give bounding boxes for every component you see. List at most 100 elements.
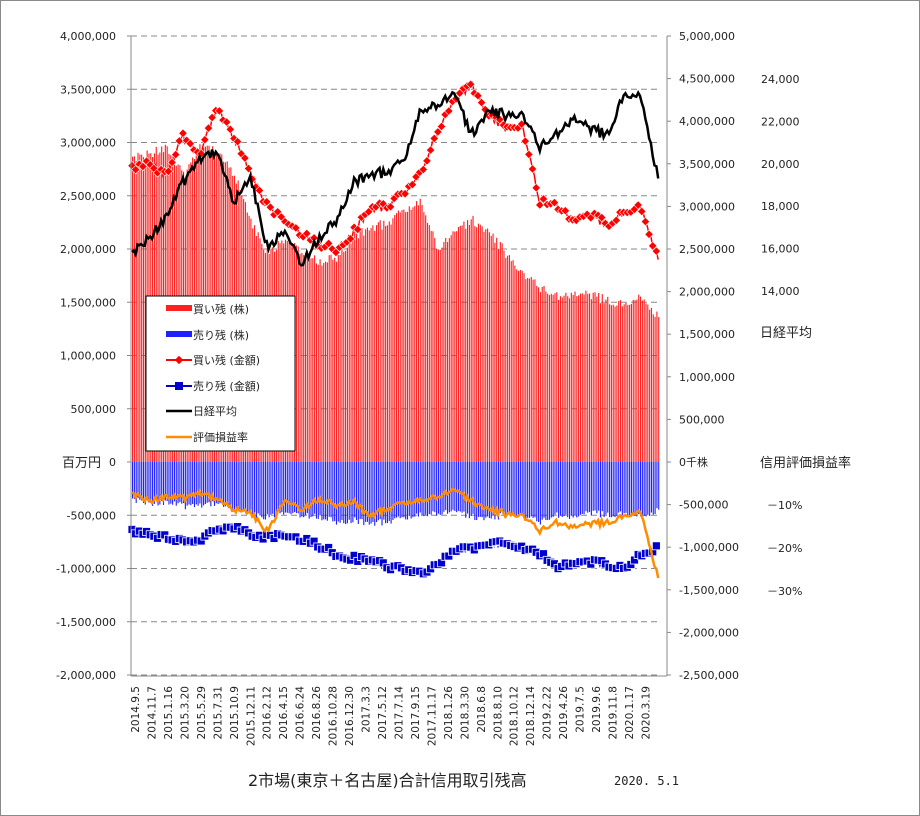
- buy-shares-bar: [416, 201, 418, 463]
- sell-shares-bar: [348, 462, 350, 520]
- sell-shares-bar: [632, 462, 634, 515]
- sell-shares-bar: [192, 462, 194, 505]
- sell-shares-bar: [629, 462, 631, 516]
- buy-shares-bar: [594, 292, 596, 462]
- sell-shares-bar: [578, 462, 580, 517]
- buy-shares-bar: [548, 295, 551, 462]
- buy-shares-bar: [370, 228, 372, 462]
- sell-shares-bar: [319, 462, 321, 516]
- sell-shares-bar: [228, 462, 230, 509]
- sell-shares-bar: [514, 462, 516, 517]
- sell-shares-bar: [630, 462, 632, 517]
- buy-shares-bar: [299, 253, 301, 462]
- buy-amount-marker: [262, 197, 272, 207]
- sell-shares-bar: [281, 462, 283, 513]
- buy-shares-bar: [345, 250, 347, 462]
- buy-shares-bar: [139, 154, 141, 462]
- rate-tick-label: －20%: [767, 542, 802, 555]
- buy-shares-bar: [381, 229, 383, 462]
- sell-shares-bar: [334, 462, 336, 522]
- buy-shares-bar: [392, 218, 394, 462]
- sell-shares-bar: [521, 462, 523, 515]
- buy-amount-marker: [527, 164, 538, 174]
- x-tick-label: 2015.3.20: [179, 686, 191, 739]
- buy-shares-bar: [579, 293, 582, 462]
- sell-shares-bar: [596, 462, 598, 514]
- sell-shares-bar: [275, 462, 277, 517]
- sell-shares-bar: [550, 462, 552, 518]
- axes: [127, 35, 671, 677]
- x-tick-label: 2017.11.17: [426, 686, 438, 746]
- buy-shares-bar: [481, 226, 483, 462]
- sell-shares-bar: [456, 462, 458, 513]
- buy-shares-bar: [618, 301, 620, 462]
- sell-shares-bar: [479, 462, 481, 517]
- legend-label: 売り残 (金額): [193, 379, 260, 393]
- sell-shares-bar: [390, 462, 392, 524]
- sell-shares-bar: [284, 462, 287, 513]
- sell-shares-bar: [558, 462, 560, 518]
- buy-shares-bar: [428, 225, 430, 462]
- sell-shares-bar: [257, 462, 259, 514]
- sell-shares-bar: [417, 462, 419, 517]
- sell-shares-bar: [261, 462, 263, 518]
- x-tick-label: 2018.1.26: [443, 686, 455, 740]
- sell-shares-bar: [432, 462, 434, 512]
- sell-shares-bar: [346, 462, 348, 524]
- sell-shares-bar: [213, 462, 216, 506]
- buy-amount-marker: [345, 234, 356, 244]
- buy-shares-bar: [539, 292, 541, 462]
- sell-shares-bar: [461, 462, 463, 513]
- buy-shares-bar: [581, 293, 583, 462]
- sell-shares-bar: [627, 462, 629, 516]
- buy-shares-bar: [403, 209, 405, 462]
- buy-shares-bar: [609, 304, 611, 462]
- sell-shares-bar: [554, 462, 556, 515]
- legend-label: 買い残 (金額): [193, 353, 260, 367]
- buy-shares-bar: [297, 246, 299, 462]
- sell-shares-bar: [405, 462, 407, 520]
- sell-shares-bar: [374, 462, 376, 526]
- sell-shares-bar: [197, 462, 199, 506]
- buy-shares-bar: [550, 293, 552, 462]
- sell-shares-bar: [445, 462, 447, 511]
- buy-shares-bar: [352, 240, 354, 462]
- buy-shares-bar: [408, 206, 410, 462]
- nikkei-tick-label: 24,000: [761, 73, 800, 86]
- buy-shares-bar: [343, 251, 345, 462]
- buy-amount-marker: [648, 241, 658, 251]
- sell-shares-bar: [581, 462, 583, 514]
- left-tick-label: -500,000: [67, 509, 116, 522]
- x-tick-label: 2020.3.19: [640, 686, 652, 739]
- left-tick-label: -1,000,000: [56, 563, 116, 576]
- sell-shares-bar: [264, 462, 267, 520]
- x-tick-label: 2015.12.11: [245, 686, 257, 746]
- sell-shares-bar: [519, 462, 521, 516]
- buy-shares-bar: [439, 249, 441, 462]
- buy-shares-bar: [568, 298, 571, 462]
- sell-shares-bar: [468, 462, 470, 519]
- buy-shares-bar: [576, 296, 578, 462]
- sell-shares-bar: [224, 462, 226, 507]
- buy-amount-marker: [418, 164, 428, 175]
- buy-shares-bar: [468, 224, 470, 462]
- sell-shares-bar: [359, 462, 361, 520]
- buy-shares-bar: [505, 257, 507, 462]
- buy-shares-bar: [565, 292, 567, 462]
- sell-shares-bar: [481, 462, 483, 518]
- buy-shares-bar: [341, 248, 343, 462]
- buy-shares-bar: [295, 245, 297, 462]
- buy-shares-bar: [492, 233, 494, 462]
- buy-amount-marker: [429, 133, 439, 144]
- buy-shares-bar: [412, 207, 414, 462]
- buy-amount-marker: [560, 206, 570, 216]
- right-tick-label: -1,000,000: [679, 541, 739, 554]
- buy-amount-marker: [232, 136, 243, 147]
- sell-shares-bar: [268, 462, 270, 518]
- buy-shares-bar: [603, 303, 605, 462]
- sell-shares-bar: [294, 462, 296, 513]
- buy-amount-marker: [425, 145, 436, 155]
- sell-shares-bar: [252, 462, 254, 517]
- sell-shares-bar: [448, 462, 450, 513]
- buy-shares-bar: [627, 305, 629, 462]
